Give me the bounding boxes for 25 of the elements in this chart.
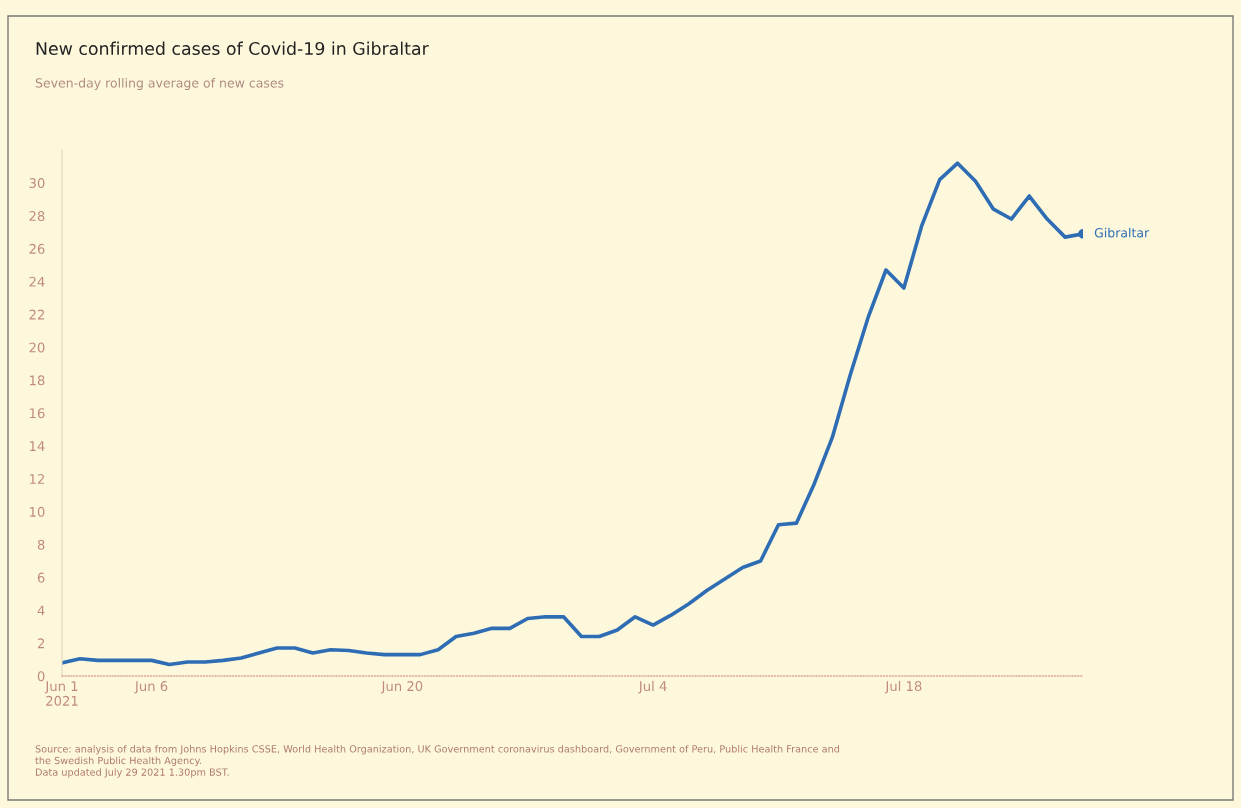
- y-tick-label: 24: [29, 276, 45, 287]
- y-tick-label: 12: [29, 473, 45, 484]
- y-tick-label: 16: [29, 408, 45, 419]
- y-tick-label: 0: [37, 671, 45, 682]
- y-tick-label: 30: [29, 178, 45, 189]
- y-tick-label: 26: [29, 243, 45, 254]
- source-note: Source: analysis of data from Johns Hopkins CSSE, World Health Organization, UK Government coronavirus dashboard, Government of Peru, Public Health France and the Swedish Public Health Agency. Data updated July 29 2021 1.30pm BST.: [35, 745, 840, 778]
- y-tick-label: 28: [29, 210, 45, 221]
- x-tick-label: Jun 1 2021: [44, 681, 78, 706]
- y-tick-label: 4: [37, 605, 45, 616]
- y-tick-label: 22: [29, 309, 45, 320]
- series-label: Gibraltar: [1094, 227, 1150, 238]
- y-tick-label: 6: [37, 572, 45, 583]
- x-tick-label: Jul 4: [638, 680, 667, 694]
- x-tick-label: Jun 6: [134, 681, 168, 694]
- x-tick-label: Jun 20: [380, 681, 423, 694]
- y-tick-label: 18: [29, 375, 45, 386]
- chart-title: New confirmed cases of Covid-19 in Gibraltar: [36, 41, 429, 56]
- y-tick-label: 2: [37, 638, 45, 649]
- y-tick-label: 8: [37, 539, 45, 550]
- x-tick-label: Jul 18: [884, 680, 922, 694]
- y-tick-label: 14: [29, 441, 45, 451]
- y-tick-label: 10: [29, 506, 45, 517]
- chart-subtitle: Seven-day rolling average of new cases: [35, 77, 284, 91]
- y-tick-label: 20: [29, 342, 45, 353]
